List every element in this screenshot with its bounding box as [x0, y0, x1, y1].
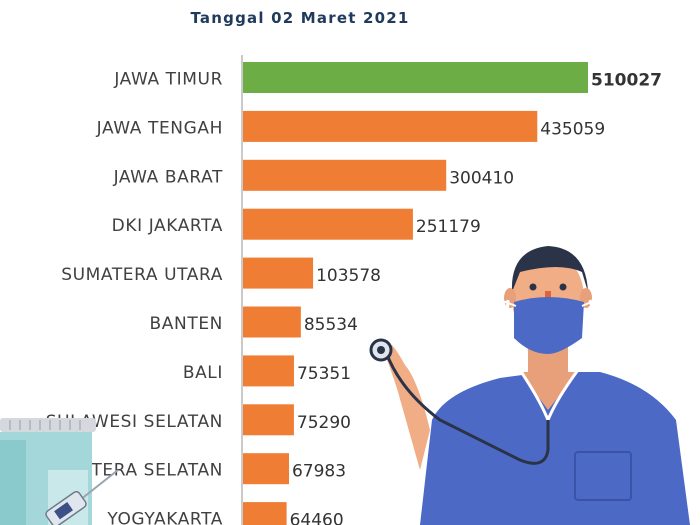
category-label: JAWA BARAT [113, 167, 223, 187]
data-label: 85534 [304, 315, 358, 335]
bar [243, 110, 538, 142]
data-label: 75290 [297, 413, 351, 433]
bar [243, 306, 301, 338]
category-label: SUMATERA UTARA [61, 265, 223, 285]
doctor-illustration [369, 246, 690, 525]
syringe-illustration [45, 469, 119, 525]
data-label: 510027 [591, 71, 662, 91]
category-label: JAWA TENGAH [96, 118, 223, 138]
category-label: JAWA TIMUR [113, 70, 223, 90]
data-label: 435059 [540, 119, 605, 139]
bar [243, 159, 447, 191]
data-label: 103578 [316, 266, 381, 286]
category-label: BANTEN [150, 314, 223, 334]
bar [243, 453, 289, 485]
category-label: DKI JAKARTA [112, 216, 223, 236]
chart-subtitle: Tanggal 02 Maret 2021 [190, 9, 410, 27]
data-label: 300410 [449, 168, 514, 188]
bar [243, 502, 287, 525]
data-label: 64460 [290, 511, 344, 525]
category-label: YOGYAKARTA [106, 510, 223, 525]
bar [243, 355, 294, 387]
bars-group: JAWA TIMUR 510027 JAWA TENGAH 435059 JAWA BA… [41, 62, 662, 525]
bar [243, 208, 413, 240]
bar [243, 257, 314, 289]
bar [243, 62, 588, 93]
category-label: BALI [183, 363, 223, 383]
bar [243, 404, 294, 436]
data-label: 251179 [416, 217, 481, 237]
data-label: 67983 [292, 462, 346, 482]
data-label: 75351 [297, 364, 351, 384]
